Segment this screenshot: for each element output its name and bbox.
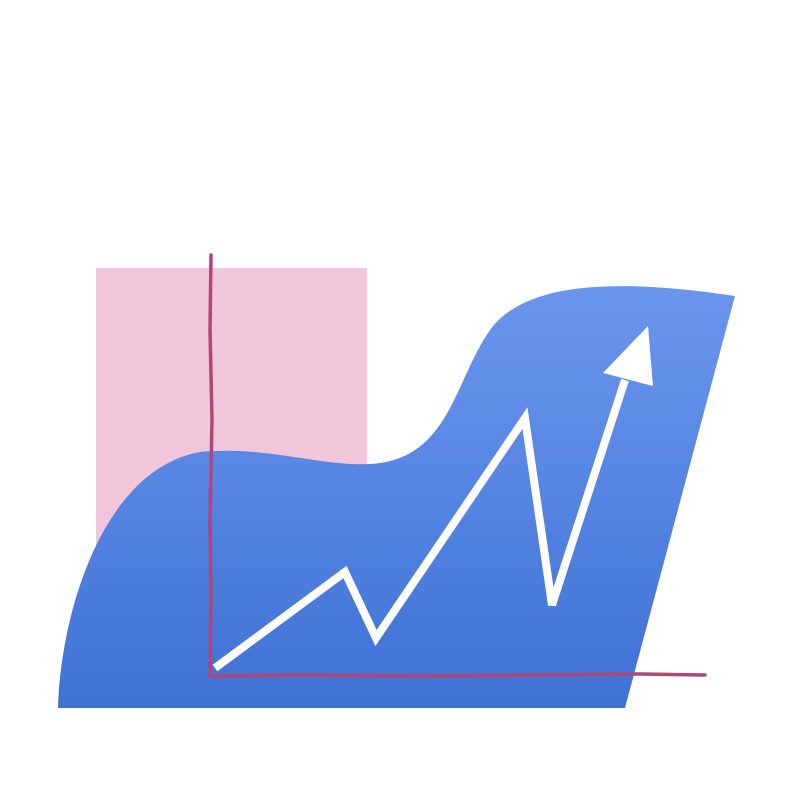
x-axis-line (208, 672, 707, 678)
blue-wave-shape (58, 286, 735, 708)
trend-line (212, 378, 629, 672)
trend-arrow-head-icon (603, 326, 653, 386)
y-axis-line (208, 253, 214, 678)
